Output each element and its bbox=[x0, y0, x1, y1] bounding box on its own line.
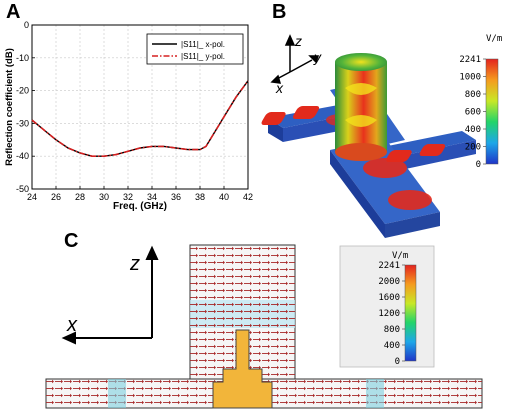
axis-x-b: x bbox=[275, 80, 284, 96]
field-hotspots bbox=[261, 106, 446, 210]
colorbar-c-unit: V/m bbox=[392, 251, 408, 261]
axis-z-b: z bbox=[294, 33, 302, 49]
y-axis-label: Reflection coefficient (dB) bbox=[4, 48, 15, 166]
x-tick-label: 34 bbox=[147, 192, 157, 202]
y-tick-label: 0 bbox=[24, 20, 29, 30]
x-tick-label: 42 bbox=[243, 192, 253, 202]
x-axis-label: Freq. (GHz) bbox=[113, 201, 167, 212]
legend-box bbox=[146, 33, 244, 65]
colorbar-tick-label: 600 bbox=[465, 108, 481, 118]
colorbar-tick-label: 2241 bbox=[378, 261, 400, 271]
x-tick-label: 30 bbox=[99, 192, 109, 202]
panel-label-c: C bbox=[64, 230, 79, 252]
colorbar-tick-label: 0 bbox=[476, 160, 481, 170]
y-tick-label: -50 bbox=[16, 184, 29, 194]
colorbar-tick-label: 1600 bbox=[378, 293, 400, 303]
y-tick-label: -40 bbox=[16, 151, 29, 161]
x-tick-label: 26 bbox=[51, 192, 61, 202]
plot-frame bbox=[31, 24, 249, 190]
colorbar-tick-label: 2000 bbox=[378, 277, 400, 287]
y-tick-label: -20 bbox=[16, 86, 29, 96]
colorbar-c-gradient bbox=[404, 264, 417, 362]
x-tick-label: 28 bbox=[75, 192, 85, 202]
colorbar-tick-label: 2241 bbox=[459, 55, 481, 65]
colorbar-tick-label: 800 bbox=[465, 90, 481, 100]
x-tick-label: 40 bbox=[219, 192, 229, 202]
colorbar-tick-label: 800 bbox=[384, 325, 400, 335]
x-tick-label: 36 bbox=[171, 192, 181, 202]
colorbar-tick-label: 1200 bbox=[378, 309, 400, 319]
colorbar-tick-label: 0 bbox=[395, 357, 400, 367]
colorbar-tick-label: 400 bbox=[465, 125, 481, 135]
feed-probe bbox=[212, 329, 273, 409]
series-line-y-pol bbox=[31, 80, 249, 157]
colorbar-tick-label: 200 bbox=[465, 143, 481, 153]
colorbar-tick-label: 1000 bbox=[459, 73, 481, 83]
legend-entry-y-pol: |S11|_ y-pol. bbox=[181, 52, 225, 61]
x-tick-label: 32 bbox=[123, 192, 133, 202]
colorbar-tick-label: 400 bbox=[384, 341, 400, 351]
x-tick-label: 24 bbox=[27, 192, 37, 202]
cross-section-body bbox=[45, 244, 483, 409]
y-tick-label: -30 bbox=[16, 118, 29, 128]
axis-z-c: z bbox=[129, 253, 140, 275]
axis-y-b: y bbox=[313, 49, 322, 65]
colorbar-c: V/m 2241 2000 1600 1200 800 400 0 bbox=[339, 245, 435, 368]
axis-x-c: x bbox=[66, 314, 78, 336]
colorbar-b: V/m 2241 1000 800 600 400 200 0 bbox=[459, 34, 502, 170]
series-group bbox=[31, 80, 249, 157]
cylinder-resonator bbox=[335, 53, 387, 161]
panel-label-a: A bbox=[6, 1, 21, 23]
axes-c bbox=[61, 245, 159, 345]
axes-triad-b bbox=[270, 34, 320, 84]
chart-legend: |S11|_ x-pol. |S11|_ y-pol. bbox=[146, 33, 244, 65]
legend-entry-x-pol: |S11|_ x-pol. bbox=[181, 40, 225, 49]
y-tick-label: -10 bbox=[16, 53, 29, 63]
x-tick-label: 38 bbox=[195, 192, 205, 202]
axis-ticks: 24 26 28 30 32 34 36 38 40 42 0 -10 -20 -30 -40 -50 bbox=[16, 20, 253, 202]
panel-label-b: B bbox=[272, 1, 287, 23]
colorbar-b-unit: V/m bbox=[486, 34, 502, 44]
